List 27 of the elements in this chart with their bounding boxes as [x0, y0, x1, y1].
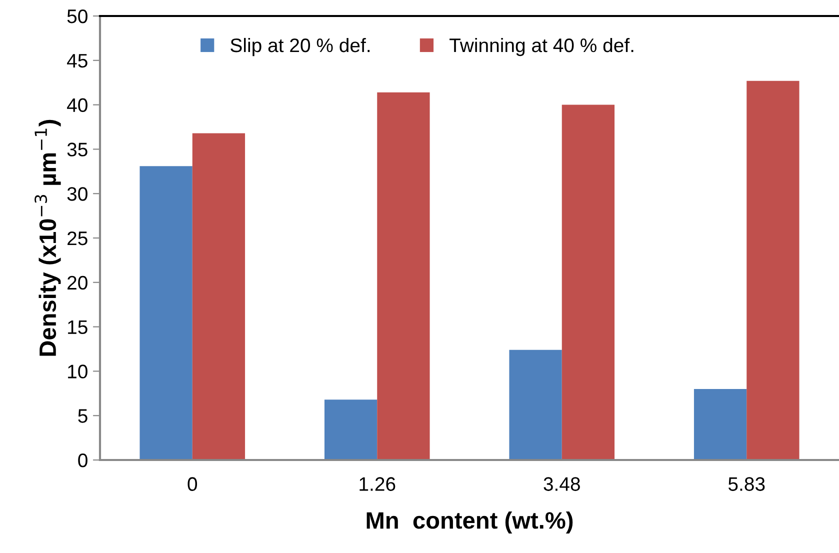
y-tick-label: 5 — [78, 409, 88, 423]
legend-label: Twinning at 40 % def. — [450, 38, 634, 56]
x-tick-label: 5.83 — [728, 477, 765, 491]
y-tick-label: 15 — [68, 320, 88, 334]
y-tick-label: 20 — [68, 276, 88, 290]
y-tick-label: 10 — [68, 364, 88, 378]
bar — [324, 400, 378, 460]
y-tick-label: 40 — [67, 98, 88, 112]
bar — [694, 388, 747, 460]
bar — [192, 133, 246, 460]
y-tick-label: 0 — [78, 453, 88, 468]
y-tick-label: 30 — [67, 187, 88, 201]
y-axis-title: Density (x10$^{−3}$ µm$^{−1}$) — [34, 120, 61, 356]
y-tick-label: 25 — [68, 231, 88, 246]
x-tick-label: 0 — [188, 477, 198, 491]
x-tick-label: 3.48 — [544, 477, 580, 491]
y-tick-label: 45 — [67, 54, 88, 68]
x-tick-label: 1.26 — [360, 477, 396, 491]
bar — [140, 166, 192, 460]
bar — [377, 92, 430, 460]
bar — [509, 350, 562, 460]
bar — [562, 104, 615, 460]
x-axis-title: Mn content (wt.%) — [366, 511, 573, 534]
y-tick-label: 50 — [67, 9, 88, 24]
bar — [746, 80, 800, 460]
legend-label: Slip at 20 % def. — [230, 38, 370, 56]
y-tick-label: 35 — [67, 142, 88, 156]
